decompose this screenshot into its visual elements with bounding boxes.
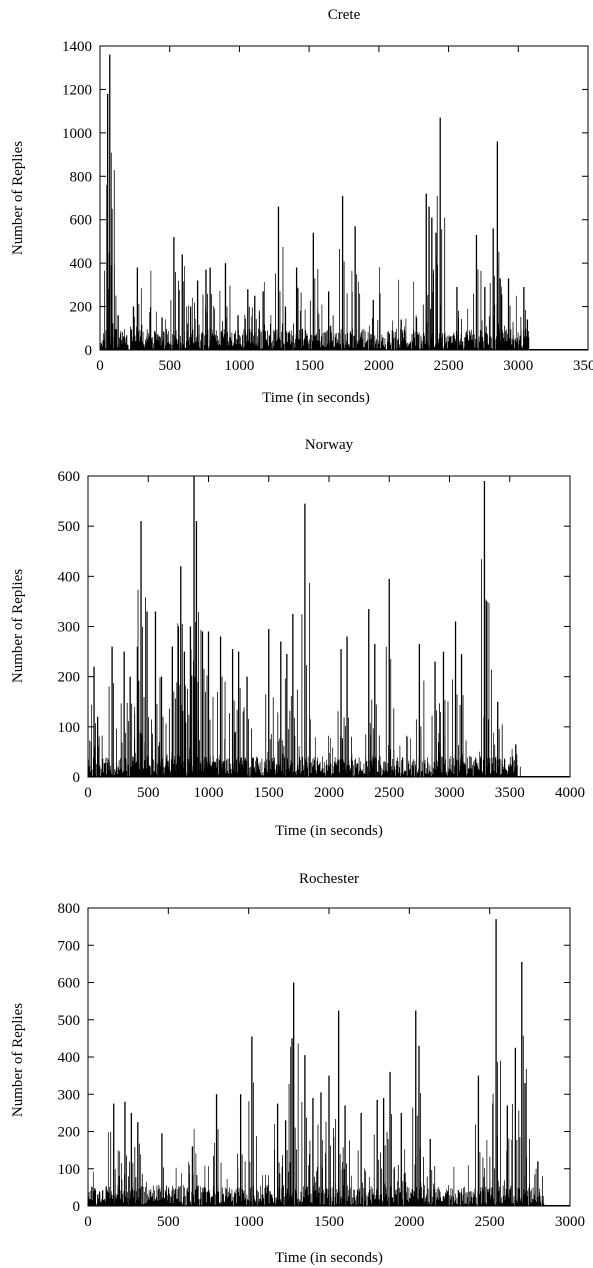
- y-tick-label: 500: [58, 519, 81, 535]
- chart-title: Crete: [328, 7, 361, 23]
- chart-crete: Crete Number of Replies Time (in seconds…: [10, 7, 593, 406]
- x-tick-label: 0: [84, 785, 92, 801]
- y-axis-label: Number of Replies: [10, 1003, 26, 1117]
- series-noise: [88, 704, 518, 777]
- y-tick-label: 300: [58, 1087, 81, 1103]
- x-tick-label: 1000: [224, 358, 254, 374]
- y-tick-label: 800: [58, 901, 81, 917]
- x-tick-label: 0: [84, 1214, 92, 1230]
- x-tick-label: 2500: [434, 358, 464, 374]
- plot-area: 0 100 200 300 400 500 600 700 800 0 500 1000 1500 200…: [58, 901, 586, 1230]
- x-tick-label: 3000: [555, 1214, 585, 1230]
- x-tick-label: 4000: [555, 785, 585, 801]
- chart-rochester: Rochester Number of Replies Time (in sec…: [10, 871, 585, 1266]
- y-tick-label: 700: [58, 938, 81, 954]
- y-tick-label: 400: [58, 569, 81, 585]
- y-axis-label: Number of Replies: [10, 141, 26, 255]
- y-tick-label: 200: [58, 670, 81, 686]
- y-tick-label: 400: [58, 1050, 81, 1066]
- y-tick-label: 200: [70, 300, 93, 316]
- x-axis-label: Time (in seconds): [275, 823, 383, 839]
- y-tick-label: 600: [70, 213, 93, 229]
- y-tick-label: 1400: [62, 39, 92, 55]
- x-tick-label: 500: [158, 358, 181, 374]
- y-axis-label: Number of Replies: [10, 569, 26, 683]
- y-tick-label: 800: [70, 169, 93, 185]
- x-tick-label: 1500: [294, 358, 324, 374]
- y-tick-label: 0: [73, 770, 81, 786]
- y-tick-label: 400: [70, 256, 93, 272]
- x-tick-label: 3500: [495, 785, 525, 801]
- x-tick-label: 500: [157, 1214, 180, 1230]
- x-tick-label: 3000: [503, 358, 533, 374]
- chart-norway: Norway Number of Replies Time (in second…: [10, 437, 585, 839]
- y-tick-label: 600: [58, 976, 81, 992]
- x-tick-label: 500: [137, 785, 160, 801]
- plot-area: 0 100 200 300 400 500 600 0 500 1000 1500 2000 2500 3…: [58, 469, 586, 801]
- x-tick-label: 2000: [394, 1214, 424, 1230]
- x-axis-label: Time (in seconds): [275, 1250, 383, 1266]
- y-tick-label: 300: [58, 620, 81, 636]
- x-tick-label: 1500: [254, 785, 284, 801]
- x-tick-label: 2000: [314, 785, 344, 801]
- y-tick-label: 0: [73, 1199, 81, 1215]
- y-tick-label: 1000: [62, 126, 92, 142]
- plot-area: 0 200 400 600 800 1000 1200 1400 0 500 1000 1500 200…: [62, 39, 593, 374]
- x-tick-label: 1000: [234, 1214, 264, 1230]
- x-tick-label: 1000: [194, 785, 224, 801]
- y-tick-label: 0: [85, 343, 93, 359]
- y-tick-label: 100: [58, 1162, 81, 1178]
- chart-title: Norway: [305, 437, 354, 453]
- x-tick-label: 2500: [374, 785, 404, 801]
- y-tick-label: 100: [58, 720, 81, 736]
- x-tick-label: 1500: [314, 1214, 344, 1230]
- x-tick-label: 3500: [573, 358, 593, 374]
- y-tick-label: 200: [58, 1125, 81, 1141]
- x-tick-label: 2500: [475, 1214, 505, 1230]
- y-tick-label: 1200: [62, 82, 92, 98]
- chart-title: Rochester: [299, 871, 359, 887]
- x-tick-label: 3000: [435, 785, 465, 801]
- y-tick-label: 600: [58, 469, 81, 485]
- x-axis-label: Time (in seconds): [262, 390, 370, 406]
- x-tick-label: 2000: [364, 358, 394, 374]
- x-tick-label: 0: [96, 358, 104, 374]
- y-tick-label: 500: [58, 1013, 81, 1029]
